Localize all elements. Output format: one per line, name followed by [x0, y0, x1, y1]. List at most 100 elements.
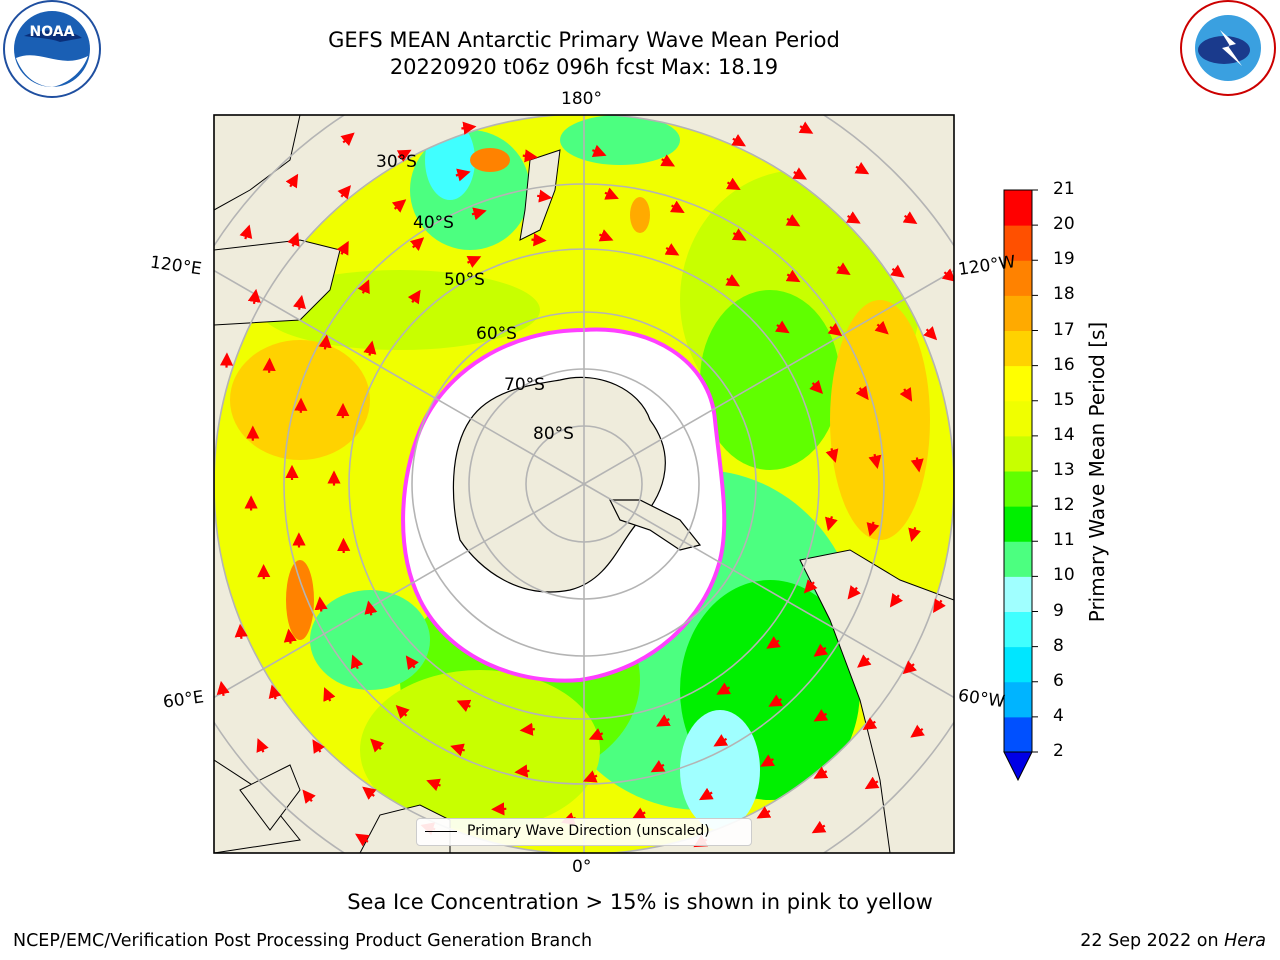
- wave-arrow: [910, 457, 924, 473]
- colorbar-segment: [1004, 681, 1032, 718]
- wave-arrow: [407, 289, 421, 305]
- wave-arrow: [798, 121, 814, 134]
- colorbar-tick-label: 11: [1053, 530, 1075, 551]
- colorbar-tick-label: 8: [1053, 635, 1064, 656]
- wave-arrow: [731, 134, 746, 147]
- wave-arrow: [450, 743, 466, 757]
- wave-arrow: [471, 207, 487, 221]
- wave-arrow: [825, 447, 839, 463]
- wave-arrow: [731, 228, 747, 241]
- wave-arrow: [318, 334, 332, 350]
- field-patch: [286, 560, 314, 640]
- colorbar-segment: [1004, 646, 1032, 683]
- field-patch: [310, 590, 430, 690]
- wave-arrow: [845, 211, 861, 224]
- wave-arrow: [813, 643, 829, 657]
- wave-arrow: [908, 527, 922, 543]
- wave-arrow: [336, 240, 349, 256]
- colorbar-extend-triangle: [1003, 751, 1033, 782]
- wave-arrow: [395, 705, 410, 720]
- colorbar-tick-label: 12: [1053, 495, 1075, 516]
- wave-arrow: [941, 268, 954, 282]
- lat-label-40s: 40°S: [413, 213, 454, 233]
- wave-arrow: [669, 200, 685, 214]
- wave-arrow: [824, 516, 838, 532]
- wave-arrow: [409, 237, 425, 251]
- wave-arrow: [455, 168, 471, 182]
- wave-arrow: [582, 770, 598, 783]
- wave-arrow: [725, 177, 741, 190]
- map-title: GEFS MEAN Antarctic Primary Wave Mean Pe…: [328, 28, 840, 52]
- wave-arrow: [698, 787, 714, 801]
- wave-arrow: [391, 199, 407, 213]
- wave-arrow: [283, 628, 297, 644]
- wave-arrow: [362, 786, 377, 800]
- wave-arrow: [426, 778, 441, 792]
- wave-arrow: [855, 385, 869, 401]
- field-patch: [630, 197, 650, 233]
- wave-arrow: [664, 243, 680, 256]
- footer-credit: NCEP/EMC/Verification Post Processing Pr…: [13, 931, 593, 951]
- wave-arrow: [827, 322, 843, 337]
- colorbar-tick-label: 20: [1053, 214, 1075, 235]
- map-area: [214, 115, 954, 853]
- wave-arrow: [792, 167, 808, 180]
- wave-arrow: [292, 294, 306, 310]
- lat-label-30s: 30°S: [376, 152, 417, 172]
- colorbar-segment: [1004, 541, 1032, 577]
- wave-arrow: [514, 764, 530, 778]
- wave-arrow: [256, 738, 269, 753]
- lat-label-50s: 50°S: [444, 270, 485, 290]
- wave-arrow: [461, 121, 477, 135]
- wave-arrow: [932, 598, 946, 614]
- colorbar-segment: [1004, 225, 1032, 261]
- wave-arrow: [864, 776, 880, 790]
- wave-arrow: [774, 320, 790, 334]
- wave-arrow: [899, 387, 913, 402]
- land-madagascar: [239, 764, 301, 831]
- wave-arrow: [811, 820, 827, 834]
- colorbar-segment: [1004, 190, 1032, 226]
- wave-arrow: [456, 699, 472, 712]
- wave-arrow: [285, 173, 299, 189]
- wave-arrow: [803, 579, 818, 594]
- colorbar-tick-label: 21: [1053, 179, 1075, 199]
- lat-label-70s: 70°S: [504, 375, 545, 395]
- wave-arrow: [923, 326, 938, 341]
- colorbar-label: Primary Wave Mean Period [s]: [1085, 321, 1109, 623]
- sea-ice-caption: Sea Ice Concentration > 15% is shown in …: [347, 890, 933, 914]
- wave-arrow: [756, 806, 772, 819]
- wave-arrow: [239, 224, 253, 240]
- lon-label-0: 0°: [572, 857, 592, 877]
- wave-arrow: [854, 161, 870, 175]
- colorbar-tick-label: 6: [1053, 670, 1064, 691]
- wave-arrow: [537, 189, 553, 203]
- footer-host: Hera: [1224, 931, 1266, 951]
- lat-label-80s: 80°S: [533, 424, 574, 444]
- wave-arrow: [337, 185, 352, 200]
- wave-arrow: [522, 149, 538, 163]
- wave-arrow: [370, 738, 385, 753]
- wave-arrow: [302, 789, 316, 804]
- colorbar-tick-label: 19: [1053, 249, 1075, 270]
- field-patch: [560, 115, 680, 165]
- wave-arrow: [396, 149, 412, 162]
- wave-arrow: [591, 144, 607, 157]
- wave-direction-arrows: [216, 121, 954, 848]
- wave-arrow: [247, 288, 261, 305]
- wave-arrow: [902, 660, 917, 675]
- wave-arrow: [902, 211, 918, 224]
- colorbar-tick-label: 9: [1053, 600, 1064, 621]
- noaa-logo: NOAA: [3, 0, 101, 98]
- wave-arrow: [813, 709, 829, 722]
- wave-arrow: [835, 262, 851, 275]
- wave-arrow: [857, 654, 872, 668]
- noaa-logo-text: NOAA: [30, 24, 75, 40]
- colorbar-segment: [1004, 260, 1032, 296]
- wave-arrow: [760, 754, 775, 767]
- wave-arrow: [314, 596, 328, 612]
- colorbar-segment: [1004, 435, 1032, 472]
- wave-arrow: [660, 154, 676, 167]
- wave-arrow: [890, 264, 905, 278]
- colorbar-tick-label: 18: [1053, 284, 1075, 305]
